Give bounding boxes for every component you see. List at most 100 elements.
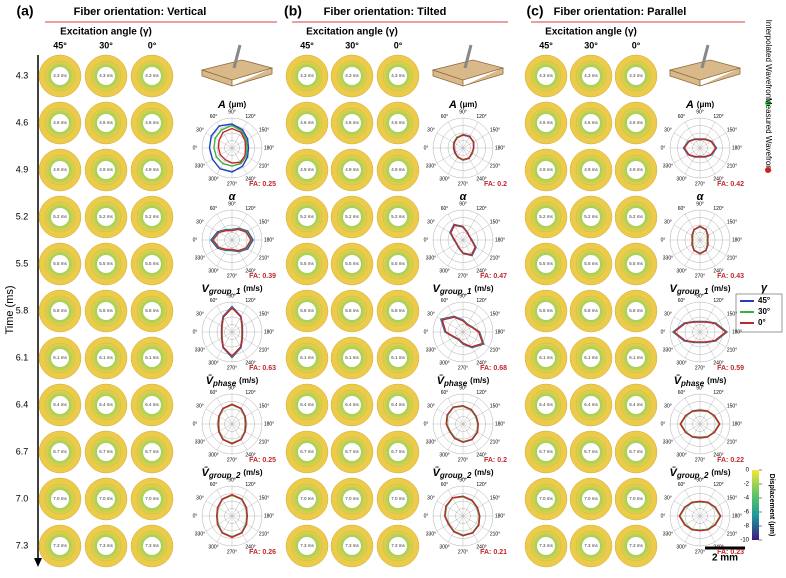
polar-angle-label: 330°	[663, 531, 673, 537]
polar-spoke	[673, 408, 701, 425]
polar-angle-label: 150°	[727, 219, 737, 225]
frame-label: 7.3 ms	[145, 543, 159, 548]
cell-center	[298, 443, 316, 461]
frame-label: 5.2 ms	[391, 214, 405, 219]
frame-label: 4.6 ms	[539, 120, 553, 125]
polar-angle-label: 60°	[210, 298, 218, 304]
cell-center	[627, 490, 645, 508]
polar-angle-label: 330°	[195, 531, 205, 537]
fa-text: FA: 0.68	[480, 365, 507, 372]
cell-ring	[136, 530, 168, 562]
metric-title: A (μm)	[217, 99, 247, 111]
polar-angle-label: 90°	[228, 385, 236, 391]
cell-ring	[575, 107, 607, 139]
polar-angle-label: 180°	[495, 513, 505, 519]
cell-center	[627, 302, 645, 320]
cell-ring	[336, 389, 368, 421]
cell-center	[389, 161, 407, 179]
cell-ring	[382, 201, 414, 233]
polar-angle-label: 90°	[228, 201, 236, 207]
marker-dot	[765, 167, 771, 173]
polar-angle-label: 0°	[661, 421, 666, 427]
metric-sub: group_1	[676, 287, 709, 296]
frame-label: 7.3 ms	[391, 543, 405, 548]
polar-angle-label: 180°	[264, 145, 274, 151]
cell-ring	[136, 201, 168, 233]
polar-curve	[691, 225, 709, 255]
polar-angle-label: 30°	[427, 127, 435, 133]
polar-angle-label: 30°	[196, 127, 204, 133]
cell-ring	[136, 107, 168, 139]
polar-spoke	[436, 515, 464, 532]
polar-angle-label: 210°	[259, 531, 269, 537]
panel-tag: (b)	[284, 3, 302, 19]
frame-label: 6.1 ms	[584, 355, 598, 360]
polar-angle-label: 60°	[441, 206, 449, 212]
polar-angle-label: 240°	[476, 545, 486, 551]
cell-ring	[620, 530, 652, 562]
frame-label: 4.6 ms	[629, 120, 643, 125]
polar-angle-label: 210°	[490, 439, 500, 445]
metric-unit: (m/s)	[474, 284, 493, 293]
frame-label: 4.6 ms	[145, 120, 159, 125]
frame-label: 4.3 ms	[539, 73, 553, 78]
frame-label: 4.3 ms	[391, 73, 405, 78]
polar-spoke	[231, 331, 248, 359]
frame-label: 5.5 ms	[539, 261, 553, 266]
frame-label: 5.5 ms	[53, 261, 67, 266]
polar-spoke	[447, 423, 464, 451]
fa-value: 0.63	[262, 365, 276, 372]
cell-center	[298, 67, 316, 85]
cell-ring	[530, 295, 562, 327]
cell-center	[389, 490, 407, 508]
polar-angle-label: 120°	[713, 482, 723, 488]
cell-ring	[336, 107, 368, 139]
polar-spoke	[673, 515, 701, 532]
polar-spoke	[699, 213, 716, 241]
cell-center	[582, 255, 600, 273]
fa-label: FA:	[717, 273, 728, 280]
polar-spoke	[699, 423, 727, 440]
polar-angle-label: 240°	[713, 453, 723, 459]
polar-angle-label: 90°	[459, 109, 467, 115]
cell-ring	[291, 389, 323, 421]
cell-center	[582, 349, 600, 367]
polar-spoke	[684, 121, 701, 149]
cell-center	[51, 67, 69, 85]
polar-spoke	[462, 489, 479, 517]
frame-label: 4.3 ms	[99, 73, 113, 78]
metric-unit: (μm)	[229, 100, 247, 109]
polar-spoke	[699, 224, 727, 241]
cell-center	[143, 349, 161, 367]
cell-ring	[136, 483, 168, 515]
polar-angle-label: 150°	[490, 219, 500, 225]
polar-spoke	[699, 515, 727, 532]
polar-spoke	[699, 331, 716, 359]
cell-center	[343, 490, 361, 508]
polar-spoke	[216, 423, 233, 451]
polar-spoke	[216, 331, 233, 359]
polar-angle-label: 0°	[424, 145, 429, 151]
fa-value: 0.39	[262, 273, 276, 280]
fa-value: 0.26	[262, 549, 276, 556]
polar-angle-label: 60°	[678, 298, 686, 304]
polar-angle-label: 300°	[439, 177, 449, 183]
polar-angle-label: 180°	[264, 237, 274, 243]
cell-ring	[575, 248, 607, 280]
polar-angle-label: 120°	[713, 390, 723, 396]
frame-label: 4.3 ms	[300, 73, 314, 78]
cell-center	[389, 302, 407, 320]
polar-angle-label: 60°	[210, 390, 218, 396]
frame-label: 4.6 ms	[53, 120, 67, 125]
polar-spoke	[462, 397, 479, 425]
polar-spoke	[673, 132, 701, 149]
polar-angle-label: 240°	[476, 269, 486, 275]
polar-angle-label: 330°	[663, 439, 673, 445]
cell-ring	[575, 530, 607, 562]
polar-angle-label: 120°	[476, 114, 486, 120]
polar-angle-label: 300°	[439, 545, 449, 551]
polar-angle-label: 240°	[713, 269, 723, 275]
cell-ring	[575, 483, 607, 515]
polar-spoke	[216, 397, 233, 425]
cell-center	[389, 67, 407, 85]
